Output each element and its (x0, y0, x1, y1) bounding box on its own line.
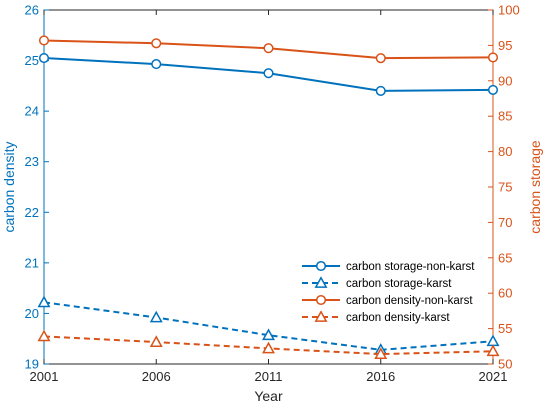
left-tick-label: 25 (25, 53, 39, 68)
right-axis-ticks: 50 55 60 65 70 75 80 85 90 95 100 (488, 3, 520, 372)
right-tick-label: 85 (498, 109, 512, 124)
series-2-point (149, 310, 163, 323)
x-axis-title: Year (254, 388, 283, 404)
left-tick-label: 19 (25, 357, 39, 372)
right-tick-label: 65 (498, 250, 512, 265)
series-1-point (151, 59, 162, 70)
left-tick-label: 22 (25, 205, 39, 220)
legend-marker-3 (315, 294, 327, 306)
right-tick-label: 95 (498, 38, 512, 53)
left-tick-label: 24 (25, 104, 39, 119)
legend-label-4: carbon density-karst (346, 312, 450, 324)
series-1-point (38, 52, 50, 64)
left-axis-title: carbon density (1, 141, 17, 232)
x-tick-label: 2021 (479, 369, 508, 384)
right-tick-label: 50 (498, 357, 512, 372)
series-3-point (375, 53, 386, 64)
series-4-point (262, 341, 275, 354)
right-tick-label: 60 (498, 286, 512, 301)
right-tick-label: 55 (498, 321, 512, 336)
legend: carbon storage-non-karst carbon storage-k… (298, 252, 488, 330)
series-3-point (263, 43, 274, 54)
series-4-point (486, 344, 500, 357)
legend-marker-4 (314, 310, 328, 322)
series-3-point (38, 35, 50, 46)
x-tick-label: 2016 (366, 369, 395, 384)
series-2-point (262, 328, 275, 341)
right-tick-label: 80 (498, 144, 512, 159)
right-axis-title: carbon storage (527, 140, 543, 234)
series-layer (37, 35, 500, 359)
legend-marker-2 (314, 276, 328, 288)
x-tick-label: 2011 (255, 369, 283, 384)
legend-marker-1 (315, 260, 327, 272)
left-tick-label: 26 (25, 3, 39, 18)
series-line-2 (43, 301, 494, 351)
x-tick-label: 2006 (142, 369, 171, 384)
right-tick-label: 100 (498, 3, 520, 18)
series-3-point (487, 52, 499, 63)
series-1-point (263, 68, 274, 79)
legend-label-3: carbon density-non-karst (346, 295, 473, 307)
right-tick-label: 70 (498, 215, 512, 230)
legend-label-2: carbon storage-karst (346, 278, 452, 290)
series-4-point (374, 347, 388, 359)
legend-label-1: carbon storage-non-karst (346, 261, 475, 273)
series-4-point (37, 329, 51, 342)
left-tick-label: 20 (25, 306, 39, 321)
right-tick-label: 90 (498, 73, 512, 88)
left-tick-label: 21 (25, 255, 39, 270)
x-axis-ticks: 2001 2006 2011 2016 2021 (30, 10, 508, 384)
series-1-point (375, 85, 386, 96)
series-4-point (149, 335, 163, 347)
series-2-point (37, 295, 51, 308)
series-3-point (151, 38, 162, 49)
right-tick-label: 75 (498, 180, 512, 195)
series-1-point (487, 84, 499, 95)
left-tick-label: 23 (25, 154, 39, 169)
x-tick-label: 2001 (30, 369, 59, 384)
